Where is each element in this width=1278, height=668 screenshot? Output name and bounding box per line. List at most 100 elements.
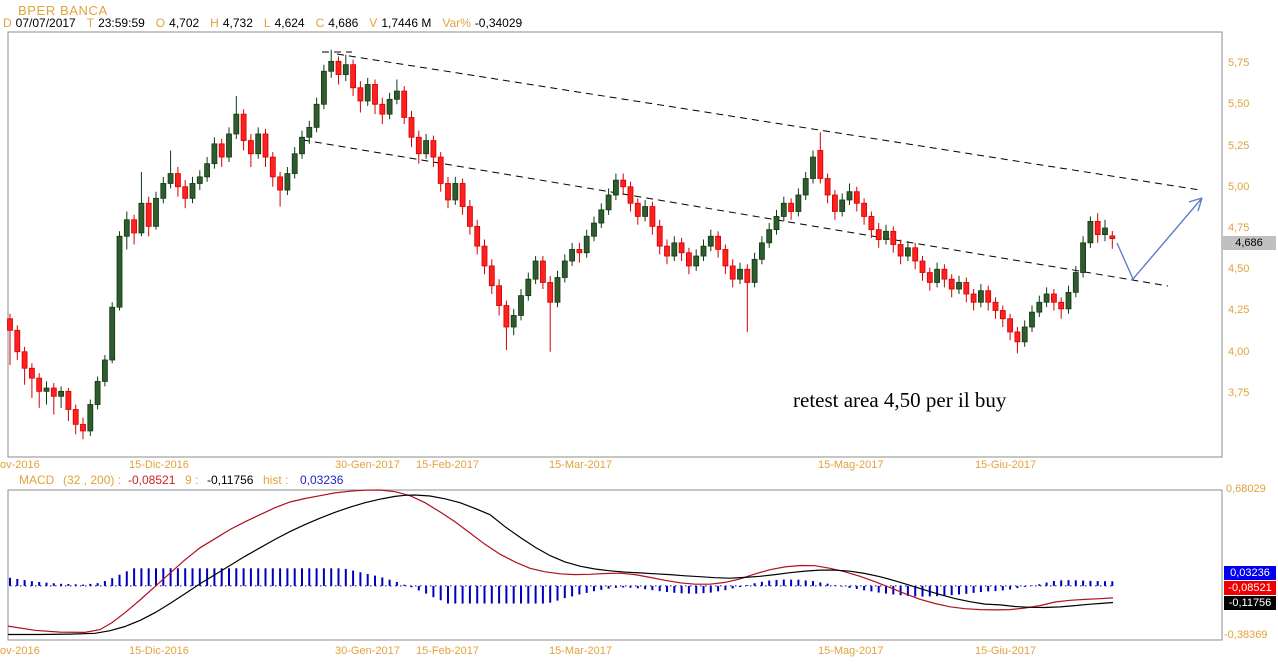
- ohlc-field: C 4,686: [316, 16, 359, 30]
- field-value: 4,686: [328, 16, 359, 30]
- candle-body: [1102, 227, 1108, 236]
- candle-body: [569, 249, 575, 262]
- candle-body: [956, 282, 962, 290]
- candle-body: [328, 60, 335, 72]
- field-label: D: [3, 16, 12, 30]
- retest-arrow-head: [1188, 197, 1203, 203]
- candle-body: [284, 173, 291, 191]
- candle-body: [488, 265, 495, 287]
- date-tick-label: 15-Dic-2016: [129, 459, 189, 471]
- candle-body: [277, 176, 284, 191]
- candle-body: [226, 133, 232, 158]
- candle-body: [145, 202, 152, 227]
- candle-body: [540, 260, 546, 283]
- candle-body: [1065, 291, 1072, 310]
- date-tick-label: ov-2016: [0, 645, 40, 657]
- symbol-title: BPER BANCA: [18, 3, 108, 18]
- candle-body: [189, 183, 196, 199]
- candle-body: [766, 229, 773, 244]
- candle-body: [561, 260, 568, 278]
- candle-body: [102, 359, 108, 382]
- candle-body: [430, 140, 437, 158]
- candle-body: [1014, 331, 1021, 343]
- candle-body: [415, 136, 422, 155]
- candle-body: [948, 278, 955, 290]
- retest-arrow: [1116, 197, 1203, 281]
- date-tick-label: 15-Mag-2017: [818, 645, 884, 657]
- candle-body: [1029, 311, 1035, 328]
- ohlc-field: V 1,7446 M: [369, 16, 431, 30]
- candle-body: [1058, 301, 1065, 310]
- candle-body: [474, 225, 481, 247]
- date-tick-label: 30-Gen-2017: [335, 645, 400, 657]
- candle-body: [890, 230, 897, 245]
- macd-header-item: MACD: [19, 473, 55, 487]
- candle-body: [941, 268, 948, 280]
- candle-body: [737, 268, 743, 280]
- candle-body: [357, 87, 364, 102]
- candle-body: [751, 258, 758, 283]
- candle-body: [693, 255, 700, 267]
- candle-body: [167, 173, 174, 184]
- candle-body: [1094, 221, 1101, 236]
- ohlc-field: O 4,702: [156, 16, 199, 30]
- candle-body: [116, 235, 123, 308]
- candle-body: [36, 377, 43, 392]
- candle-body: [839, 199, 846, 212]
- macd-value-badge: -0,11756: [1224, 596, 1276, 610]
- candle-body: [627, 186, 634, 204]
- candle-body: [780, 202, 787, 217]
- candle-body: [211, 143, 218, 165]
- date-tick-label: 15-Dic-2016: [129, 645, 189, 657]
- candle-body: [576, 249, 583, 254]
- candle-body: [722, 249, 729, 267]
- candle-body: [204, 163, 211, 178]
- candle-body: [795, 194, 802, 212]
- field-label: L: [263, 16, 271, 30]
- candle-body: [817, 150, 824, 179]
- candle-body: [832, 194, 838, 212]
- candle-body: [459, 183, 466, 207]
- candle-body: [350, 64, 357, 89]
- candle-body: [1072, 272, 1079, 293]
- candle-body: [109, 306, 116, 361]
- ohlc-field: Var% -0,34029: [442, 16, 522, 30]
- candle-body: [153, 197, 159, 227]
- candle-body: [547, 282, 554, 303]
- chart-text-annotation[interactable]: retest area 4,50 per il buy: [793, 388, 1007, 412]
- candle-body: [686, 252, 692, 267]
- candle-body: [1087, 221, 1094, 244]
- candle-body: [306, 126, 313, 138]
- field-label: V: [369, 16, 378, 30]
- candle-body: [247, 140, 254, 155]
- candle-body: [393, 90, 400, 100]
- field-value: 4,624: [274, 16, 305, 30]
- macd-value-badge: 0,03236: [1224, 566, 1276, 580]
- candle-body: [510, 315, 517, 328]
- date-tick-label: 15-Mar-2017: [549, 459, 612, 471]
- candle-body: [1051, 293, 1057, 303]
- candle-body: [963, 282, 970, 295]
- price-tick-label: 3,75: [1228, 386, 1250, 399]
- candle-body: [1109, 235, 1116, 239]
- ohlc-field: D 07/07/2017: [3, 16, 76, 30]
- ohlc-field: L 4,624: [264, 16, 305, 30]
- macd-axis-min-label: -0,38369: [1224, 629, 1268, 641]
- candle-body: [182, 186, 189, 199]
- candle-body: [598, 209, 605, 224]
- candle-body: [605, 194, 612, 211]
- candle-body: [678, 242, 685, 254]
- candle-body: [591, 222, 597, 237]
- candle-body: [700, 245, 707, 257]
- macd-header-item: 0,03236: [300, 473, 344, 487]
- candle-body: [715, 235, 721, 250]
- macd-header: MACD (32 , 200) : -0,08521 9 : -0,11756 hist …: [0, 473, 1278, 487]
- price-tick-label: 4,50: [1228, 263, 1250, 276]
- macd-header-item: -0,11756: [207, 473, 254, 487]
- macd-axis-max-label: 0,68029: [1226, 483, 1266, 495]
- candle-body: [299, 136, 305, 155]
- candle-body: [810, 156, 816, 179]
- candle-body: [1036, 301, 1043, 313]
- candle-body: [496, 285, 503, 306]
